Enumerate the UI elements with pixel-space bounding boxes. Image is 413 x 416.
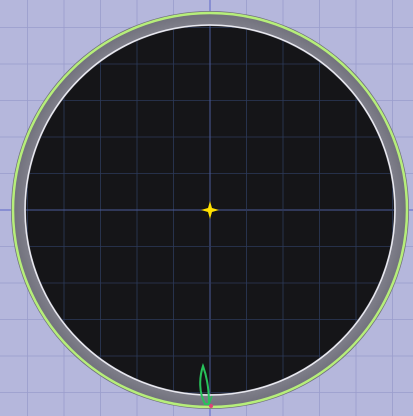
pivot-dot [209,404,213,408]
scope-inner-border [24,24,396,396]
center-star-shape [201,201,219,219]
pivot-leaf-shape [199,362,211,405]
pivot-stem [208,395,213,405]
crosshair-star-icon[interactable] [201,201,219,219]
green-leaf-icon[interactable] [199,362,213,408]
